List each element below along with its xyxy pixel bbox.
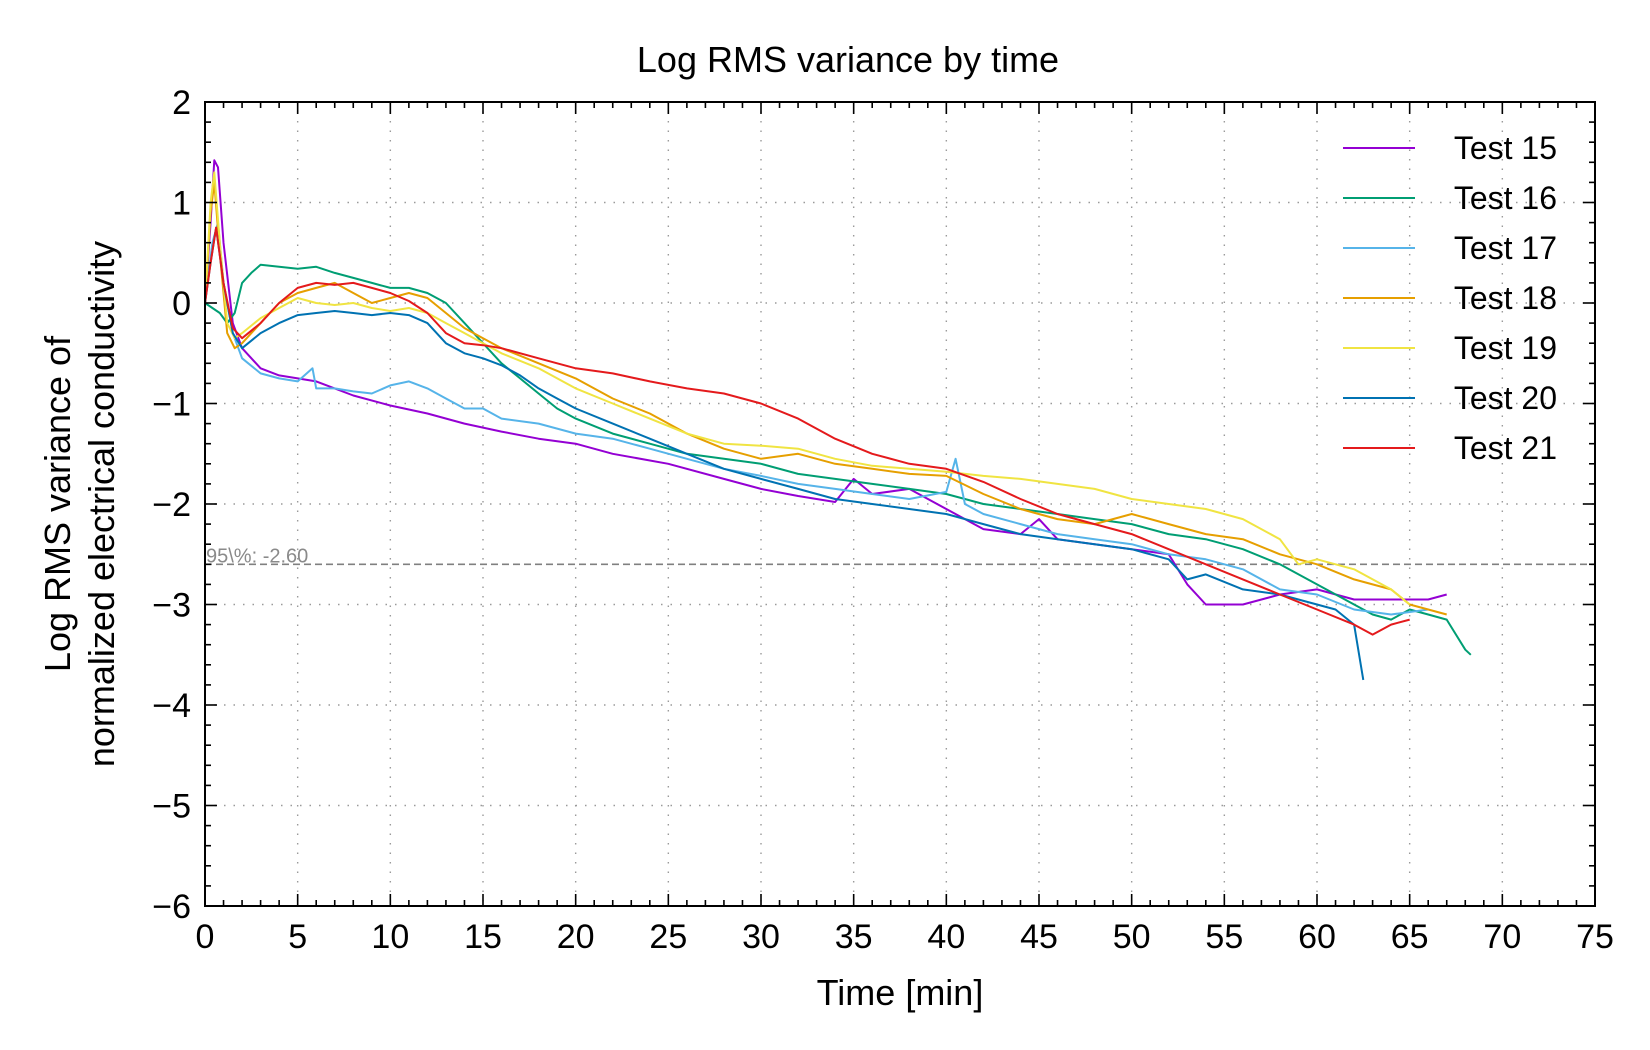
threshold-label: 95\%: -2.60 xyxy=(206,545,308,567)
x-tick-label: 20 xyxy=(557,918,595,956)
x-tick-label: 0 xyxy=(196,918,215,956)
x-tick-label: 25 xyxy=(649,918,687,956)
series-line-test-20 xyxy=(204,226,1365,681)
grid-lines xyxy=(205,102,1595,906)
y-axis-label-line1: Log RMS variance of xyxy=(37,335,78,672)
threshold: 95\%: -2.60 xyxy=(205,545,1595,567)
y-tick-label: −3 xyxy=(152,587,191,625)
series-line-test-19 xyxy=(204,171,1411,606)
y-tick-label: −6 xyxy=(152,888,191,926)
x-tick-label: 45 xyxy=(1020,918,1058,956)
x-tick-label: 65 xyxy=(1391,918,1429,956)
legend-label: Test 15 xyxy=(1454,130,1557,166)
series-line-test-17 xyxy=(204,221,1429,616)
legend: Test 15 Test 16 Test 17 Test 18 Test 19 Test … xyxy=(1343,130,1557,466)
axis-ticks xyxy=(204,101,1596,907)
y-tick-label: 1 xyxy=(172,185,191,223)
x-tick-label: 30 xyxy=(742,918,780,956)
y-tick-label: −1 xyxy=(152,386,191,424)
x-tick-label: 15 xyxy=(464,918,502,956)
x-tick-label: 35 xyxy=(835,918,873,956)
x-tick-label: 55 xyxy=(1205,918,1243,956)
y-tick-label: 0 xyxy=(172,285,191,323)
series-line-test-15 xyxy=(204,159,1447,606)
y-tick-label: −2 xyxy=(152,486,191,524)
x-tick-labels: 0 5 10 15 20 25 30 35 40 45 50 55 60 65 70 75 xyxy=(196,918,1614,956)
y-tick-label: −4 xyxy=(152,687,191,725)
x-tick-label: 70 xyxy=(1483,918,1521,956)
series-line-test-21 xyxy=(204,226,1410,636)
chart-title: Log RMS variance by time xyxy=(637,39,1059,80)
series-line-test-16 xyxy=(204,263,1472,656)
series-line-test-18 xyxy=(204,181,1447,616)
series-lines xyxy=(204,159,1472,681)
y-axis-label-line2: normalized electrical conductivity xyxy=(81,241,122,767)
legend-label: Test 17 xyxy=(1454,230,1557,266)
x-tick-label: 60 xyxy=(1298,918,1336,956)
legend-label: Test 21 xyxy=(1454,430,1557,466)
x-axis-label: Time [min] xyxy=(817,972,984,1013)
x-tick-label: 40 xyxy=(927,918,965,956)
x-tick-label: 75 xyxy=(1576,918,1614,956)
x-tick-label: 50 xyxy=(1113,918,1151,956)
legend-label: Test 20 xyxy=(1454,380,1557,416)
y-tick-label: −5 xyxy=(152,788,191,826)
legend-label: Test 19 xyxy=(1454,330,1557,366)
x-tick-label: 5 xyxy=(288,918,307,956)
y-tick-label: 2 xyxy=(172,84,191,122)
x-tick-label: 10 xyxy=(371,918,409,956)
y-tick-labels: −6 −5 −4 −3 −2 −1 0 1 2 xyxy=(152,84,191,926)
legend-label: Test 16 xyxy=(1454,180,1557,216)
legend-label: Test 18 xyxy=(1454,280,1557,316)
